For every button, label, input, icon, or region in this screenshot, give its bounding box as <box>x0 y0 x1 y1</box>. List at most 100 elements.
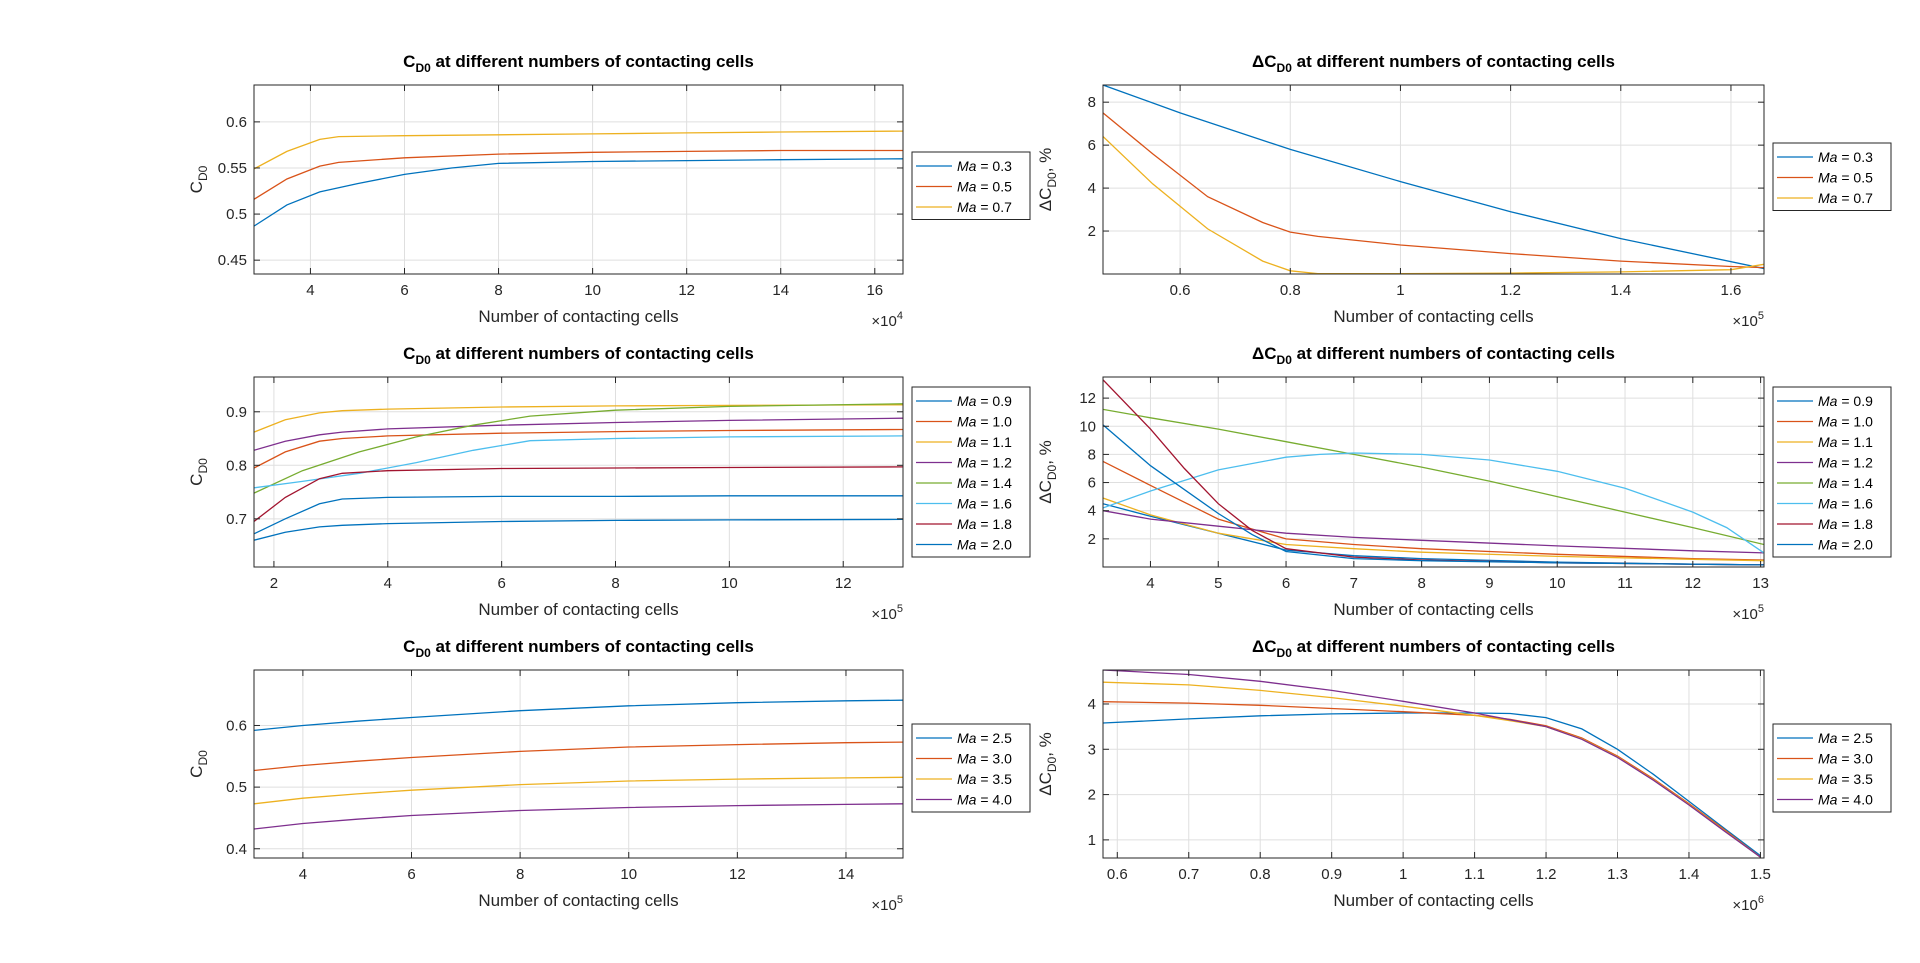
chart-2-legend-box <box>1772 142 1892 211</box>
chart-4-x-tick-label: 4 <box>1146 575 1154 592</box>
chart-3-series-line-ma-1-2 <box>254 417 903 451</box>
chart-4-series-line-ma-1-4 <box>1103 408 1764 546</box>
chart-5-legend-value: 4.0 <box>992 792 1012 808</box>
chart-6-y-tick-label: 3 <box>1088 741 1096 758</box>
chart-3-series-line-ma-1-1 <box>254 404 903 433</box>
chart-3-legend-value: 1.8 <box>992 516 1012 532</box>
chart-3-legend-value: 1.4 <box>992 475 1012 491</box>
chart-1-legend-value: 0.5 <box>992 179 1012 195</box>
chart-3-x-multiplier: ×105 <box>871 603 903 623</box>
chart-2-y-tick-label: 6 <box>1088 137 1096 154</box>
chart-6-series-line-ma-4-0 <box>1103 670 1761 858</box>
chart-2-series-line-ma-0-3 <box>1103 85 1764 270</box>
chart-1-x-tick-label: 8 <box>494 282 502 299</box>
chart-2-x-multiplier-exp: 5 <box>1758 310 1764 322</box>
chart-6-y-label-main: ΔC <box>1036 772 1055 796</box>
chart-1-title-sub: D0 <box>415 61 431 75</box>
chart-5-x-tick-label: 12 <box>729 866 746 883</box>
chart-4-y-tick-label: 2 <box>1088 531 1096 548</box>
chart-6-y-tick-label: 1 <box>1088 832 1096 849</box>
chart-5-x-tick-label: 4 <box>299 866 307 883</box>
chart-6-legend-value: 3.5 <box>1853 771 1873 787</box>
chart-6-y-label-rest: , % <box>1036 732 1055 757</box>
chart-4-series-line-ma-1-2 <box>1103 510 1764 554</box>
chart-3-y-label-main: C <box>187 474 206 486</box>
chart-5-legend-value: 2.5 <box>992 730 1012 746</box>
chart-2-x-multiplier-base: ×10 <box>1732 313 1757 330</box>
chart-2-title-sub: D0 <box>1277 61 1293 75</box>
chart-3-legend-box <box>911 386 1031 558</box>
chart-6-x-axis-label: Number of contacting cells <box>1333 891 1533 910</box>
chart-2-series-line-ma-0-5 <box>1103 112 1764 269</box>
chart-1-x-axis-label: Number of contacting cells <box>478 307 678 326</box>
chart-1-y-label-sub: D0 <box>196 165 210 181</box>
chart-4-legend-value: 0.9 <box>1853 393 1873 409</box>
chart-5-y-axis-label: CD0 <box>187 750 210 778</box>
chart-2-title-main: ΔC <box>1252 52 1277 71</box>
chart-3-legend-value: 0.9 <box>992 393 1012 409</box>
chart-4-legend-value: 1.1 <box>1853 434 1873 450</box>
chart-2-legend: Ma = 0.3 Ma = 0.5 Ma = 0.7 <box>1772 142 1892 211</box>
chart-3-x-axis-label: Number of contacting cells <box>478 600 678 619</box>
chart-1-title-rest: at different numbers of contacting cells <box>431 52 754 71</box>
chart-4-legend-entry: Ma = 1.1 <box>1818 434 1873 450</box>
chart-4-series-line-ma-1-0 <box>1103 460 1764 561</box>
chart-4-title-rest: at different numbers of contacting cells <box>1292 344 1615 363</box>
chart-3-title-rest: at different numbers of contacting cells <box>431 344 754 363</box>
chart-5-title: CD0 at different numbers of contacting c… <box>403 637 754 660</box>
chart-3-y-tick-label: 0.9 <box>226 404 247 421</box>
chart-6-x-tick-label: 0.6 <box>1107 866 1128 883</box>
chart-6-x-tick-label: 0.9 <box>1321 866 1342 883</box>
chart-2-x-multiplier: ×105 <box>1732 310 1764 330</box>
chart-4-legend: Ma = 0.9 Ma = 1.0 Ma = 1.1 Ma = 1.2 Ma = 1.4… <box>1772 386 1892 558</box>
chart-3-y-axis-label: CD0 <box>187 458 210 486</box>
chart-1-y-tick-label: 0.45 <box>218 252 247 269</box>
chart-3-x-multiplier-exp: 5 <box>897 603 903 615</box>
chart-4-x-multiplier-exp: 5 <box>1758 603 1764 615</box>
chart-3-x-tick-label: 4 <box>384 575 392 592</box>
chart-5-legend-entry: Ma = 2.5 <box>957 730 1012 746</box>
chart-3-title: CD0 at different numbers of contacting c… <box>403 344 754 367</box>
chart-1-x-tick-label: 4 <box>306 282 314 299</box>
chart-4-legend-value: 1.4 <box>1853 475 1873 491</box>
chart-5-y-label-sub: D0 <box>196 750 210 766</box>
chart-3-legend-value: 1.6 <box>992 496 1012 512</box>
chart-3-legend-entry: Ma = 0.9 <box>957 393 1012 409</box>
chart-1-legend-value: 0.7 <box>992 199 1012 215</box>
chart-1-x-tick-label: 16 <box>866 282 883 299</box>
chart-5-y-label-main: C <box>187 766 206 778</box>
chart-4-x-tick-label: 9 <box>1485 575 1493 592</box>
chart-4-x-tick-label: 5 <box>1214 575 1222 592</box>
chart-3-title-main: C <box>403 344 415 363</box>
chart-3-legend: Ma = 0.9 Ma = 1.0 Ma = 1.1 Ma = 1.2 Ma = 1.4… <box>911 386 1031 558</box>
chart-5-legend-value: 3.0 <box>992 751 1012 767</box>
chart-5-legend-entry: Ma = 4.0 <box>957 792 1012 808</box>
chart-5-series-line-ma-4-0 <box>254 803 903 830</box>
chart-6-title-rest: at different numbers of contacting cells <box>1292 637 1615 656</box>
chart-1-series-line-ma-0-7 <box>254 130 903 170</box>
chart-4-x-multiplier: ×105 <box>1732 603 1764 623</box>
chart-3-series-line-ma-1-4 <box>254 403 903 494</box>
chart-2-x-tick-label: 1 <box>1396 282 1404 299</box>
chart-1-y-tick-label: 0.55 <box>218 160 247 177</box>
chart-3-legend-entry: Ma = 1.4 <box>957 475 1012 491</box>
chart-4-y-label-main: ΔC <box>1036 480 1055 504</box>
chart-2-legend-entry: Ma = 0.7 <box>1818 190 1873 206</box>
chart-4-x-tick-label: 6 <box>1282 575 1290 592</box>
chart-3-legend-value: 1.0 <box>992 414 1012 430</box>
chart-5-x-axis-label: Number of contacting cells <box>478 891 678 910</box>
chart-5-y-tick-label: 0.5 <box>226 779 247 796</box>
chart-6-x-tick-label: 0.7 <box>1178 866 1199 883</box>
chart-5-legend-box <box>911 723 1031 813</box>
chart-3-series-line-ma-1-0 <box>254 428 903 469</box>
chart-5-plot-area <box>254 670 903 858</box>
chart-5-axes-box <box>253 669 904 859</box>
chart-6-x-tick-label: 1.2 <box>1536 866 1557 883</box>
chart-5-series-line-ma-3-0 <box>254 741 903 772</box>
chart-4-legend-value: 1.6 <box>1853 496 1873 512</box>
chart-2-y-label-sub: D0 <box>1045 172 1059 188</box>
chart-1-legend-entry: Ma = 0.5 <box>957 179 1012 195</box>
chart-4-legend-value: 1.2 <box>1853 455 1873 471</box>
